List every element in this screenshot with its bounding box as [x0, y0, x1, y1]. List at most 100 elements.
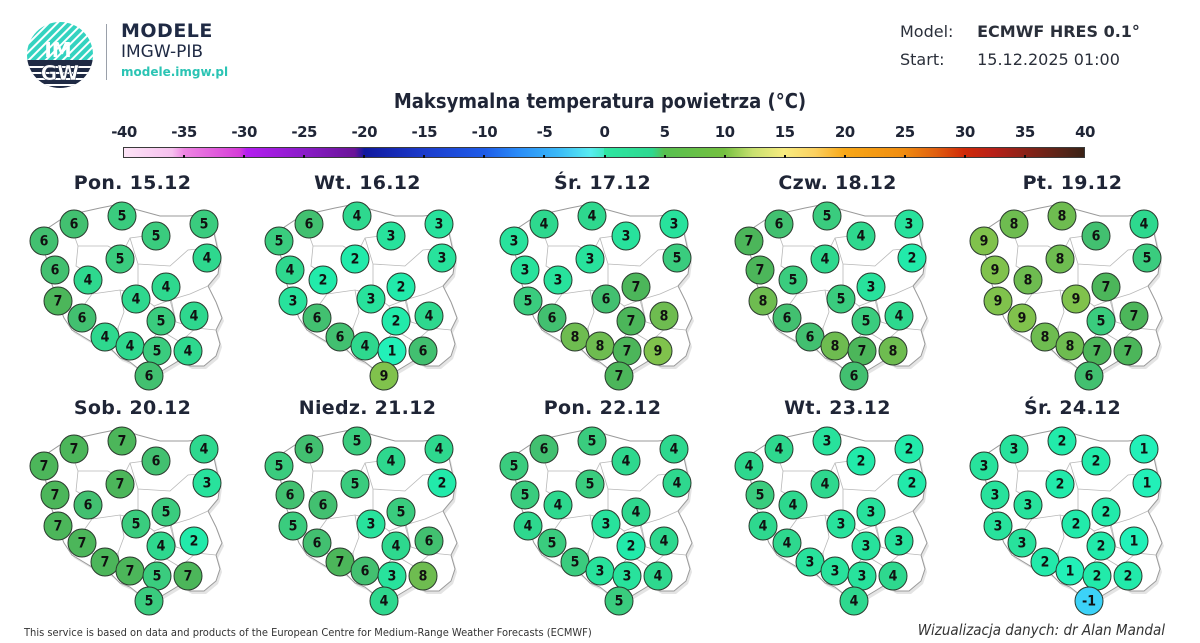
forecast-panel: Śr. 24.12 3 3 2 2 1 2 1 3 3 2 3 2 3 2 1 2 1 2 2 -1: [960, 397, 1190, 622]
station-temperature-marker: 7: [621, 272, 651, 302]
colorbar-tick-mark: [183, 155, 186, 158]
station-temperature-marker: 7: [59, 434, 89, 464]
station-temperature-marker: 4: [878, 561, 908, 591]
station-temperature-marker: 2: [427, 468, 457, 498]
station-temperature-marker: 5: [1086, 306, 1116, 336]
station-temperature-marker: 4: [414, 301, 444, 331]
station-temperature-marker: 3: [812, 426, 842, 456]
colorbar-tick-mark: [903, 155, 906, 158]
station-temperature-marker: 7: [604, 361, 634, 391]
colorbar-tick-mark: [723, 155, 726, 158]
colorbar-tick-label: 25: [894, 123, 915, 141]
station-temperature-marker: 5: [851, 306, 881, 336]
colorbar-tick-mark: [243, 155, 246, 158]
brand-url-link[interactable]: modele.imgw.pl: [121, 65, 229, 79]
station-temperature-marker: 9: [983, 286, 1013, 316]
station-temperature-marker: 3: [278, 286, 308, 316]
station-temperature-marker: 3: [192, 468, 222, 498]
station-temperature-marker: 9: [643, 336, 673, 366]
day-title: Śr. 17.12: [554, 172, 651, 194]
station-temperature-marker: 5: [134, 586, 164, 616]
station-temperature-marker: 4: [764, 434, 794, 464]
station-temperature-marker: 4: [810, 469, 840, 499]
station-temperature-marker: 6: [134, 361, 164, 391]
station-temperature-marker: 4: [151, 272, 181, 302]
station-temperature-marker: 5: [386, 497, 416, 527]
station-temperature-marker: 5: [264, 226, 294, 256]
station-temperature-marker: 5: [778, 265, 808, 295]
station-temperature-marker: 3: [612, 561, 642, 591]
svg-text:IM: IM: [44, 38, 71, 62]
station-temperature-marker: 5: [151, 497, 181, 527]
station-temperature-marker: 5: [662, 243, 692, 273]
svg-text:GW: GW: [41, 61, 79, 85]
colorbar-tick-mark: [663, 155, 666, 158]
station-temperature-marker: 4: [884, 301, 914, 331]
station-temperature-marker: 4: [146, 531, 176, 561]
station-temperature-marker: 4: [778, 490, 808, 520]
station-temperature-marker: 4: [611, 446, 641, 476]
day-title: Wt. 23.12: [784, 397, 891, 419]
station-temperature-marker: 2: [1086, 531, 1116, 561]
station-temperature-marker: 3: [795, 547, 825, 577]
station-temperature-marker: 6: [839, 361, 869, 391]
station-temperature-marker: 5: [278, 511, 308, 541]
model-label: Model:: [900, 22, 954, 41]
station-temperature-marker: 3: [427, 243, 457, 273]
station-temperature-marker: 3: [851, 531, 881, 561]
station-temperature-marker: 4: [342, 201, 372, 231]
station-temperature-marker: 2: [846, 446, 876, 476]
brand-subtitle: IMGW-PIB: [121, 42, 204, 62]
station-temperature-marker: 7: [43, 511, 73, 541]
station-temperature-marker: 5: [264, 451, 294, 481]
chart-title: Maksymalna temperatura powietrza (°C): [393, 89, 807, 113]
day-title: Pt. 19.12: [1022, 172, 1123, 194]
station-temperature-marker: 3: [356, 509, 386, 539]
station-temperature-marker: 9: [1007, 303, 1037, 333]
colorbar-tick-mark: [423, 155, 426, 158]
station-temperature-marker: 5: [189, 209, 219, 239]
station-temperature-marker: 4: [121, 284, 151, 314]
station-temperature-marker: 7: [616, 306, 646, 336]
model-info: Model: ECMWF HRES 0.1°: [900, 22, 1140, 41]
station-temperature-marker: 2: [1081, 446, 1111, 476]
station-temperature-marker: 8: [1055, 331, 1085, 361]
station-temperature-marker: 7: [43, 286, 73, 316]
station-temperature-marker: 2: [897, 468, 927, 498]
station-temperature-marker: 4: [1129, 209, 1159, 239]
station-temperature-marker: 2: [1045, 469, 1075, 499]
brand-title: MODELE: [121, 20, 213, 42]
colorbar-tick-mark: [543, 155, 546, 158]
station-temperature-marker: 6: [308, 490, 338, 520]
colorbar-tick-label: -40: [111, 123, 137, 141]
station-temperature-marker: 4: [381, 531, 411, 561]
colorbar-tick-label: -30: [231, 123, 257, 141]
station-temperature-marker: 2: [308, 265, 338, 295]
station-temperature-marker: 4: [662, 468, 692, 498]
start-label: Start:: [900, 50, 945, 69]
station-temperature-marker: 6: [764, 209, 794, 239]
station-temperature-marker: 8: [1030, 322, 1060, 352]
station-temperature-marker: 4: [643, 561, 673, 591]
colorbar-tick-label: 15: [774, 123, 795, 141]
forecast-panel: Wt. 23.12 4 4 3 2 2 4 2 5 4 3 4 3 4 3 3 3 3 3 4 4: [725, 397, 955, 622]
colorbar-tick-label: -25: [291, 123, 317, 141]
colorbar-tick-mark: [603, 155, 606, 158]
station-temperature-marker: 2: [1091, 497, 1121, 527]
station-temperature-marker: 3: [999, 434, 1029, 464]
imgw-logo: IM GW: [27, 22, 93, 88]
station-temperature-marker: 4: [73, 265, 103, 295]
credit-text: Wizualizacja danych: dr Alan Mandal: [917, 621, 1165, 639]
station-temperature-marker: 9: [1061, 284, 1091, 314]
station-temperature-marker: 7: [1091, 272, 1121, 302]
station-temperature-marker: 3: [820, 556, 850, 586]
station-temperature-marker: 6: [408, 336, 438, 366]
station-temperature-marker: 5: [146, 306, 176, 336]
station-temperature-marker: 7: [115, 556, 145, 586]
station-temperature-marker: 6: [29, 226, 59, 256]
station-temperature-marker: 3: [499, 226, 529, 256]
station-temperature-marker: 5: [826, 284, 856, 314]
station-temperature-marker: 5: [575, 469, 605, 499]
station-temperature-marker: 5: [121, 509, 151, 539]
station-temperature-marker: 2: [386, 272, 416, 302]
